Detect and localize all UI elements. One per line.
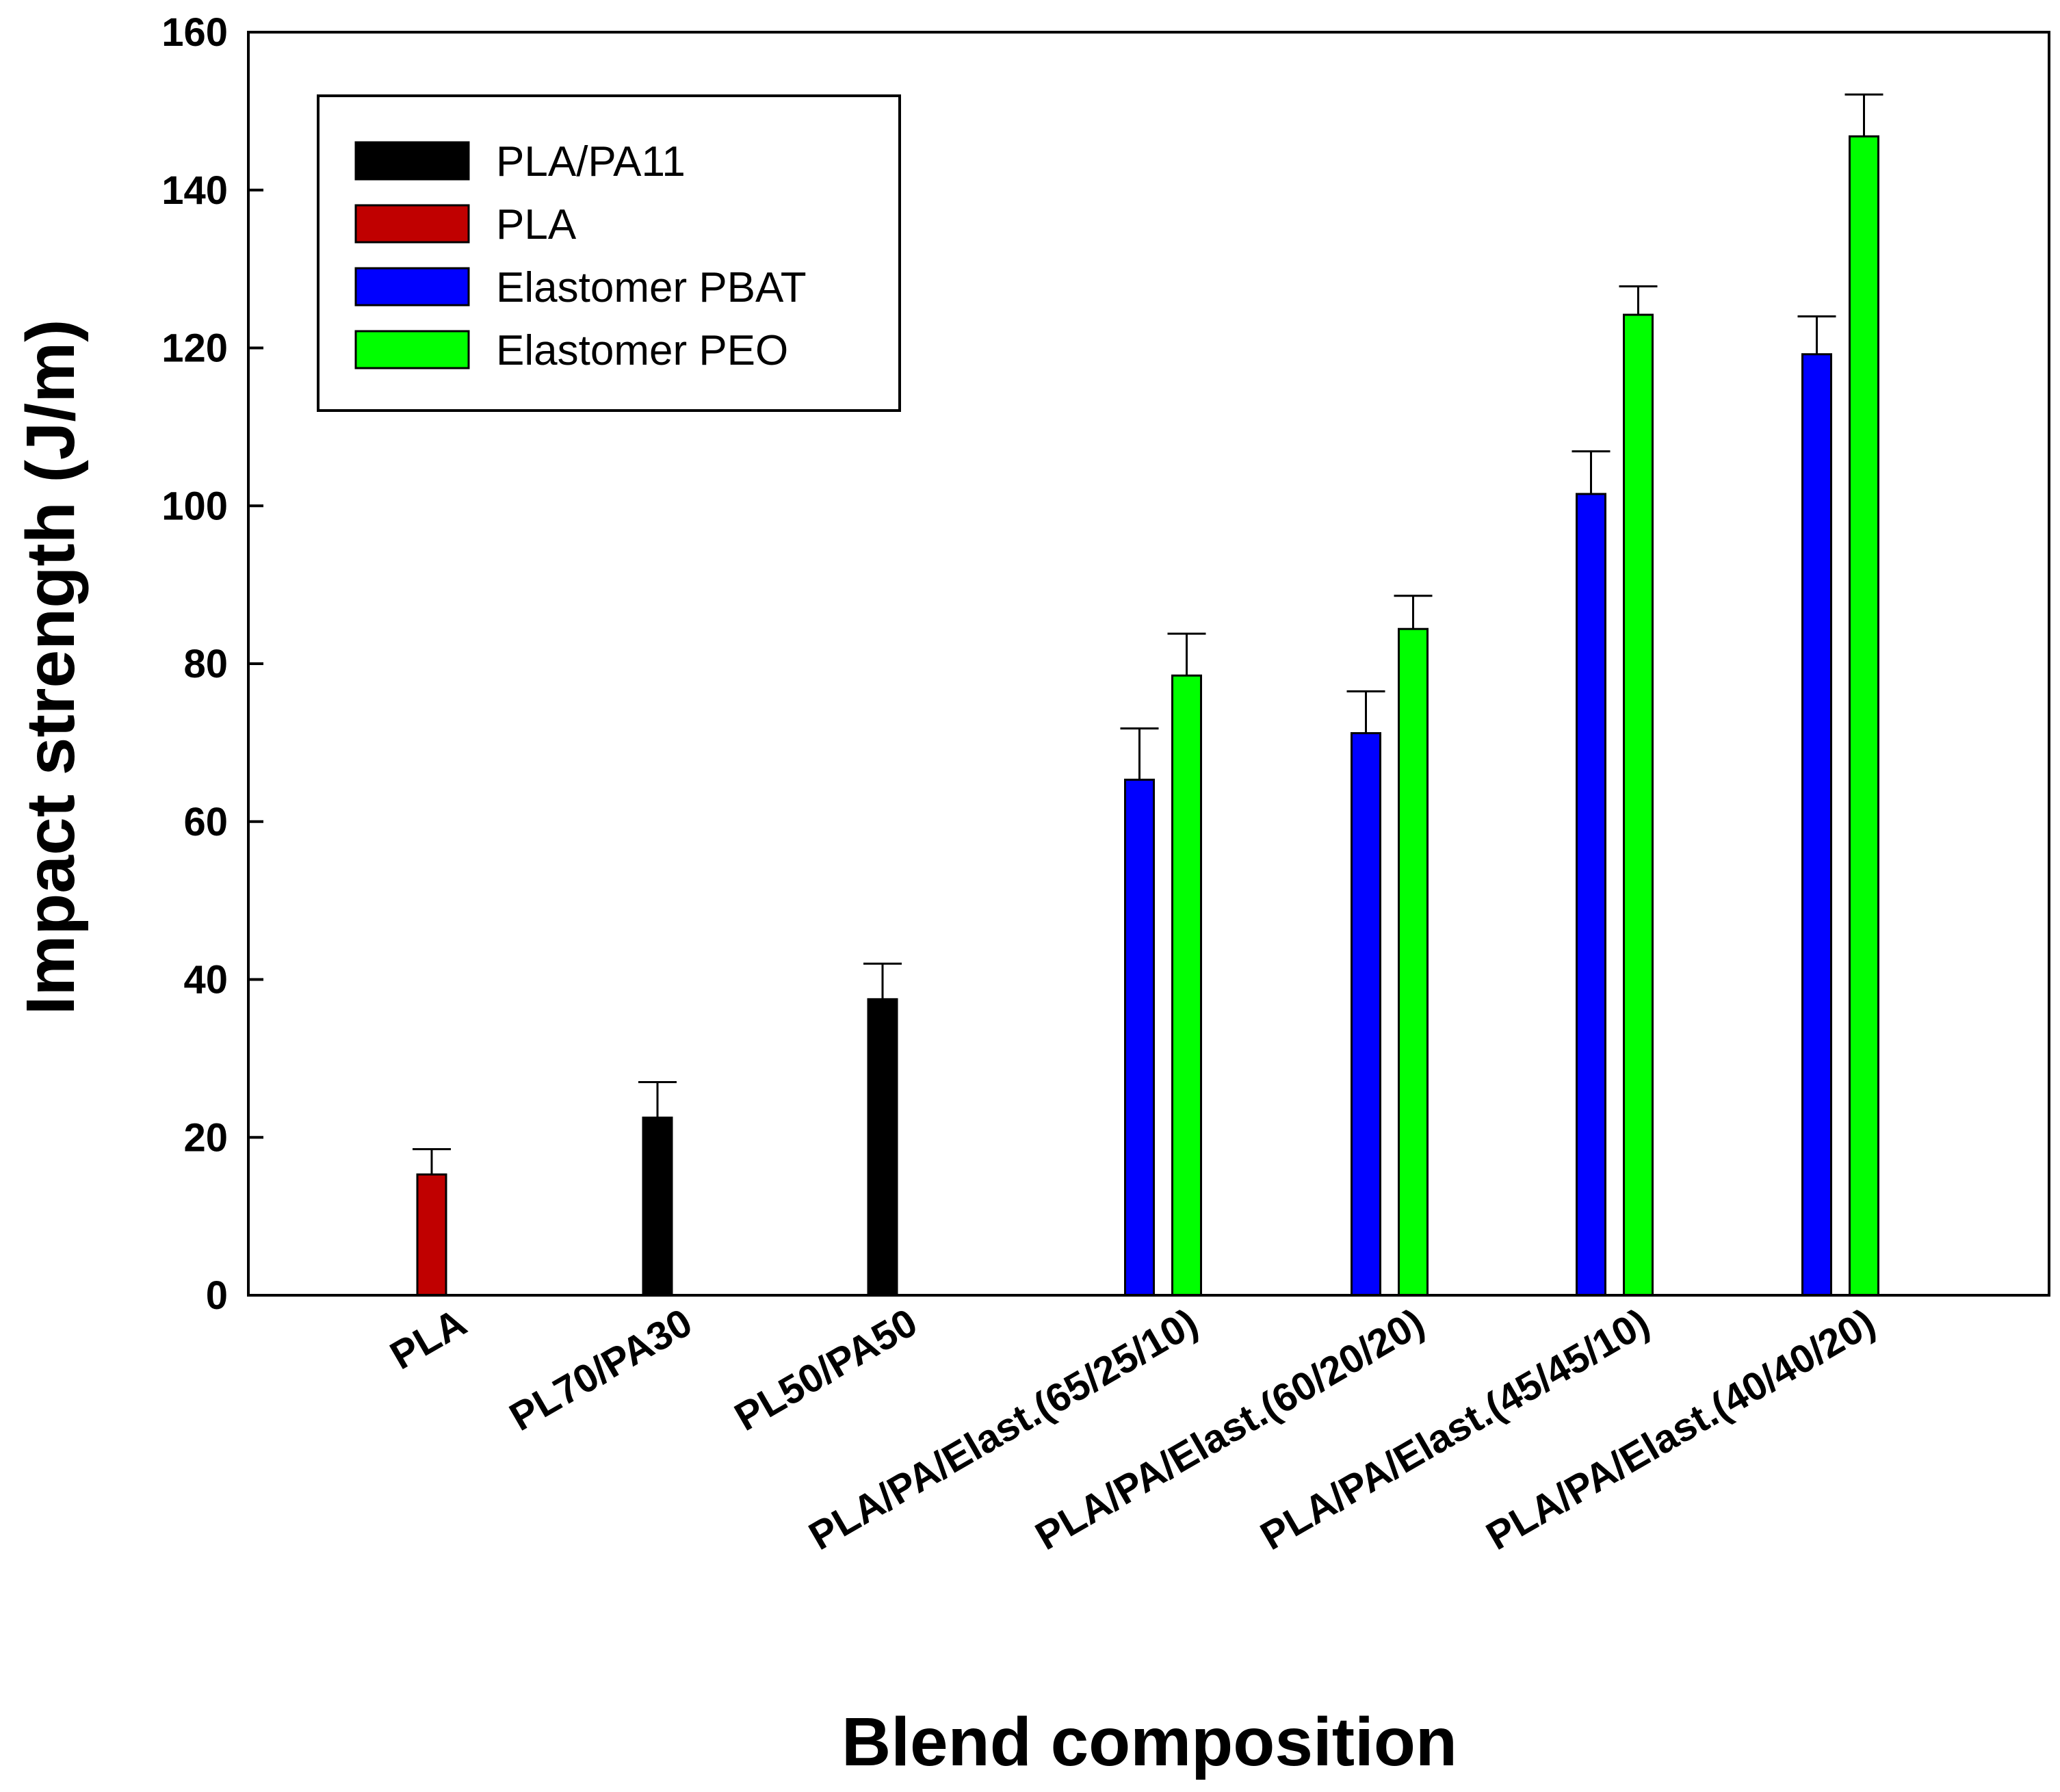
y-tick-label: 60 bbox=[183, 800, 228, 844]
legend-label: Elastomer PEO bbox=[496, 327, 788, 374]
y-tick-label: 20 bbox=[183, 1115, 228, 1160]
y-axis-title: Impact strength (J/m) bbox=[12, 320, 89, 1015]
legend-label: PLA/PA11 bbox=[496, 138, 686, 185]
legend-swatch bbox=[354, 141, 470, 181]
bar-elastomer-pbat bbox=[1351, 732, 1381, 1297]
bar-elastomer-peo bbox=[1398, 627, 1429, 1297]
legend-label: PLA bbox=[496, 201, 577, 248]
x-axis-title: Blend composition bbox=[842, 1704, 1457, 1780]
y-tick-label: 40 bbox=[183, 958, 228, 1002]
y-tick-label: 0 bbox=[206, 1273, 228, 1318]
bar-elastomer-pbat bbox=[1124, 779, 1155, 1297]
legend-swatch bbox=[354, 330, 470, 369]
bar-pla-pa11 bbox=[642, 1116, 673, 1297]
bar-pla bbox=[416, 1173, 447, 1297]
error-bars bbox=[413, 93, 1883, 1175]
y-tick-label: 120 bbox=[161, 326, 228, 371]
y-tick-label: 80 bbox=[183, 642, 228, 686]
bar-elastomer-peo bbox=[1171, 674, 1202, 1297]
legend-label: Elastomer PBAT bbox=[496, 264, 807, 311]
legend-swatch bbox=[354, 204, 470, 244]
bar-pla-pa11 bbox=[867, 998, 898, 1297]
y-tick-label: 160 bbox=[161, 10, 228, 55]
bar-elastomer-pbat bbox=[1801, 353, 1832, 1297]
bar-elastomer-pbat bbox=[1576, 493, 1606, 1297]
legend-swatch bbox=[354, 267, 470, 307]
bar-elastomer-peo bbox=[1623, 313, 1654, 1297]
bar-elastomer-peo bbox=[1849, 135, 1879, 1297]
y-tick-label: 100 bbox=[161, 484, 228, 528]
y-tick-label: 140 bbox=[161, 168, 228, 213]
legend: PLA/PA11 PLA Elastomer PBAT Elastomer PEO bbox=[317, 94, 901, 412]
y-axis-ticks: 0 20 40 60 80 100 120 140 160 bbox=[161, 10, 263, 1318]
plot-area-frame bbox=[247, 31, 2050, 1297]
